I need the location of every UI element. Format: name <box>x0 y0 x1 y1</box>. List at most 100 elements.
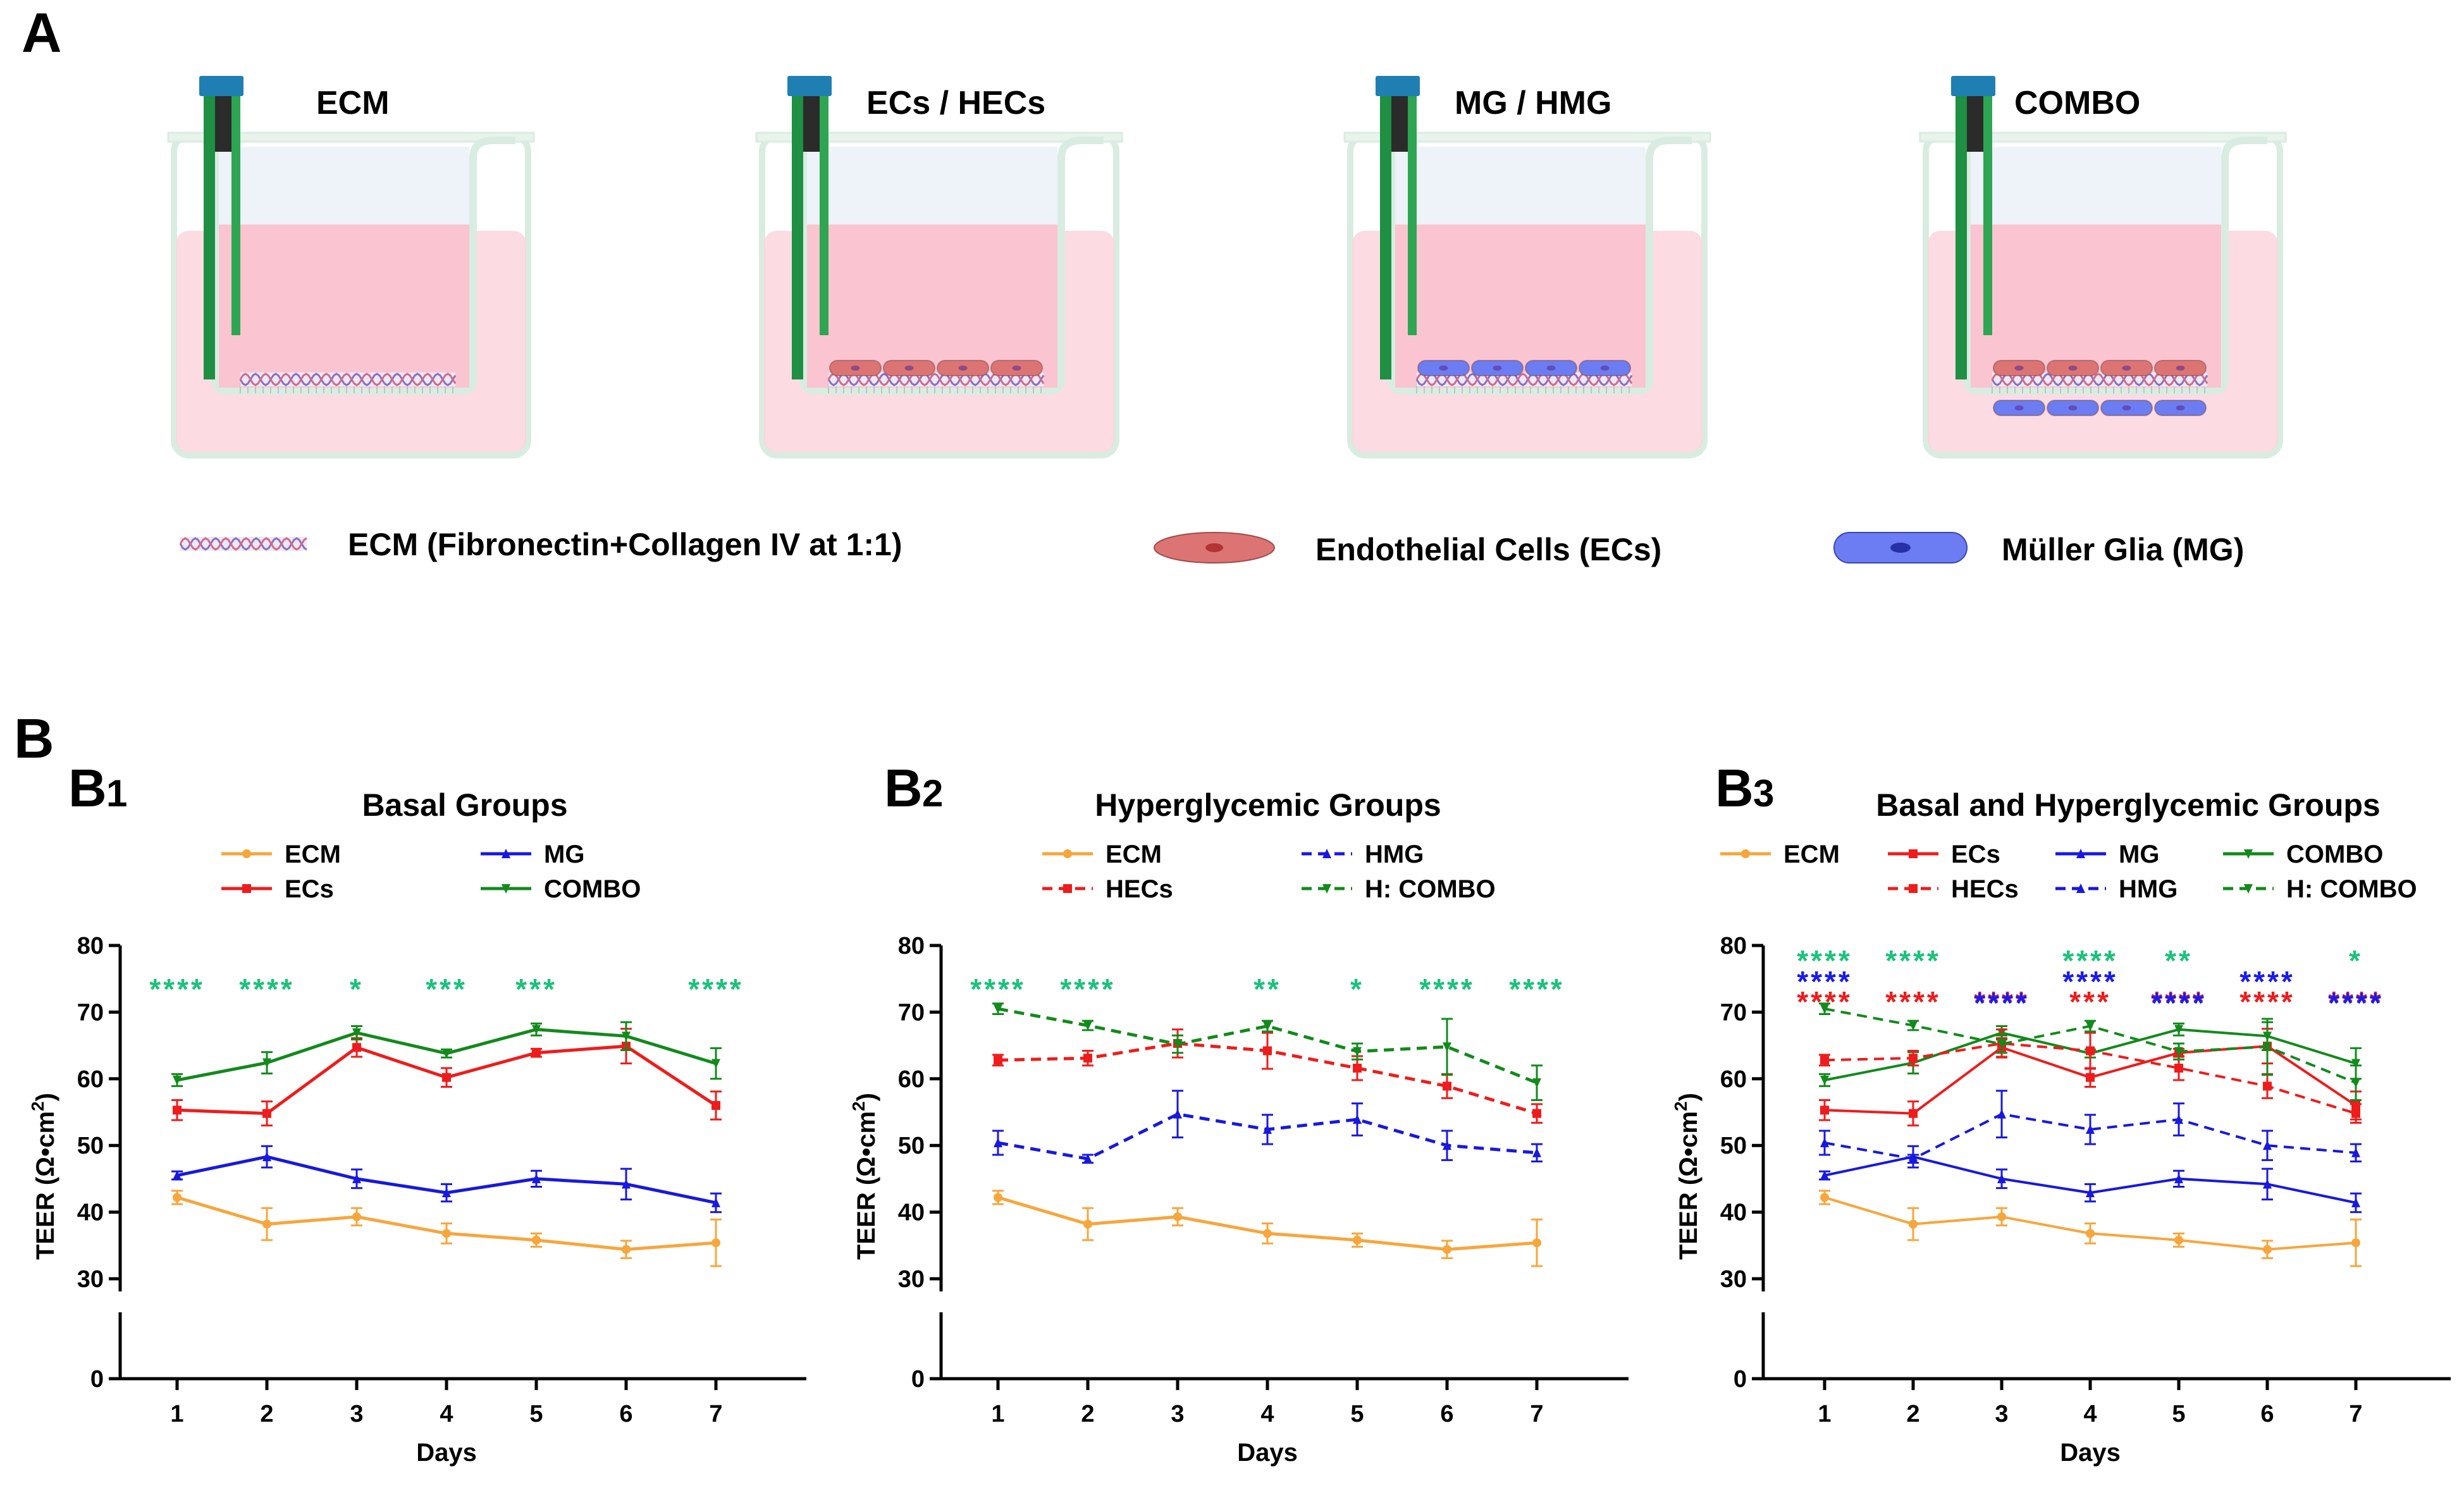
y-tick-label: 70 <box>898 999 925 1026</box>
y-tick-label: 50 <box>1720 1133 1747 1159</box>
insert-air <box>807 147 1057 225</box>
legend-label: ECs <box>285 875 334 903</box>
muller-glia-row-bottom-nucleus <box>2014 405 2024 410</box>
x-tick-label: 1 <box>1818 1401 1831 1427</box>
data-point <box>1820 1137 1829 1147</box>
chart-legend: ECM MG ECs COMBO <box>221 840 641 903</box>
legend-marker <box>502 884 510 894</box>
ecm-swatch-fiber-b <box>179 537 307 551</box>
endothelial-cell-row-nucleus <box>904 366 914 371</box>
ecm-swatch-fiber-a <box>179 537 307 551</box>
y-axis-label-superscript: 2 <box>1671 1101 1691 1111</box>
endothelial-cell-row-nucleus <box>2122 366 2131 371</box>
data-point <box>532 1235 541 1245</box>
mg-swatch-nucleus <box>1890 543 1911 553</box>
x-tick-label: 4 <box>1260 1401 1274 1427</box>
data-point <box>262 1219 271 1229</box>
legend-item: ECM <box>1720 840 1840 868</box>
chart-legend: ECM ECs MG COMBO HECs HMG H: COMBO <box>1720 840 2417 903</box>
chart-letter-subscript: 1 <box>106 772 127 815</box>
y-tick-label: 80 <box>1720 933 1747 959</box>
legend-item: MG <box>2055 840 2159 868</box>
data-point <box>1909 1054 1918 1063</box>
endothelial-cell-row <box>1993 360 2207 376</box>
data-point <box>2263 1042 2272 1052</box>
legend-item: MG <box>481 840 584 868</box>
culture-insert-diagram-1: ECM <box>167 76 535 459</box>
x-tick-label: 7 <box>1530 1401 1543 1427</box>
data-point <box>1353 1114 1362 1124</box>
series-ecs <box>171 1028 722 1127</box>
electrode-short <box>1983 95 1992 335</box>
ecm-layer-fiber-b <box>239 372 457 386</box>
ecm-layer <box>239 372 457 386</box>
data-point <box>442 1073 451 1082</box>
legend-item: ECs <box>221 875 334 903</box>
legend-label: H: COMBO <box>2286 875 2417 903</box>
endothelial-cell-row-nucleus <box>1012 366 1021 371</box>
x-axis-label: Days <box>1237 1439 1298 1467</box>
muller-glia-row-nucleus <box>1439 366 1448 371</box>
y-axis-label-main: TEER (Ω•cm <box>32 1111 59 1260</box>
x-tick-label: 2 <box>260 1401 273 1427</box>
chart-legend: ECM HMG HECs H: COMBO <box>1042 840 1496 903</box>
chart-letter-subscript: 2 <box>922 772 943 815</box>
legend-marker <box>1063 849 1072 858</box>
data-point <box>1353 1063 1362 1073</box>
y-tick-label: 30 <box>898 1266 925 1293</box>
electrode-long <box>1380 95 1391 379</box>
legend-label: MG <box>544 840 584 868</box>
y-axis-label: TEER (Ω•cm2) <box>28 1093 59 1260</box>
data-point <box>1997 1039 2006 1049</box>
significance-mark: **** <box>1885 944 1941 977</box>
x-tick-label: 3 <box>1171 1401 1184 1427</box>
y-tick-label: 70 <box>1720 999 1747 1026</box>
y-tick-label: 30 <box>1720 1266 1747 1293</box>
data-point <box>994 1193 1002 1202</box>
chart-series <box>992 1002 1543 1267</box>
y-tick-label: 0 <box>911 1366 925 1393</box>
muller-glia-row-bottom-nucleus <box>2068 405 2078 410</box>
legend-label: MG <box>2119 840 2159 868</box>
x-tick-label: 4 <box>440 1401 453 1427</box>
data-point <box>2351 1147 2360 1157</box>
electrode-short <box>820 95 829 335</box>
data-point <box>2351 1238 2360 1248</box>
legend-item: HECs <box>1042 875 1173 903</box>
y-tick-label: 80 <box>898 933 925 959</box>
insert-air <box>1971 147 2221 225</box>
diagram-title: COMBO <box>2014 85 2140 121</box>
electrode-long <box>1956 95 1967 379</box>
electrode-cap <box>199 76 243 96</box>
legend-marker <box>1741 849 1750 858</box>
data-point <box>2351 1059 2360 1069</box>
legend-item: H: COMBO <box>1302 875 1496 903</box>
x-tick-label: 1 <box>991 1401 1004 1427</box>
y-tick-label: 60 <box>898 1066 925 1093</box>
ecm-layer-fiber-b <box>827 372 1045 386</box>
data-point <box>622 1031 631 1042</box>
electrode-long <box>792 95 803 379</box>
muller-glia-row-bottom-nucleus <box>2176 405 2185 410</box>
well-rim <box>755 132 1123 143</box>
significance-mark: **** <box>970 973 1026 1006</box>
ec-legend-label: Endothelial Cells (ECs) <box>1315 532 1661 567</box>
y-tick-label: 60 <box>77 1066 104 1093</box>
data-point <box>1820 1056 1829 1065</box>
data-point <box>994 1056 1002 1065</box>
data-point <box>1820 1075 1829 1085</box>
y-axis-label-main: TEER (Ω•cm <box>853 1111 880 1260</box>
data-point <box>1532 1109 1541 1118</box>
data-point <box>352 1043 361 1052</box>
data-point <box>2263 1179 2272 1189</box>
insert-wall <box>1963 137 2267 395</box>
significance-mark: **** <box>2062 944 2118 977</box>
data-point <box>1263 1124 1272 1134</box>
data-point <box>352 1212 361 1221</box>
x-tick-label: 3 <box>350 1401 363 1427</box>
legend-marker <box>1909 849 1918 858</box>
data-point <box>1353 1235 1362 1245</box>
well-rim <box>167 132 535 143</box>
x-tick-label: 7 <box>709 1401 722 1427</box>
